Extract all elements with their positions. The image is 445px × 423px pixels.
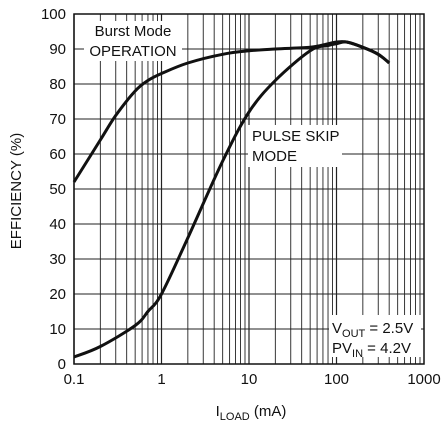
x-tick-labels: 0.1 1 10 100 1000 — [64, 371, 441, 388]
pulse-skip-label-line1: PULSE SKIP — [252, 128, 340, 145]
vout-condition: VOUT = 2.5V — [332, 320, 413, 340]
x-tick-label: 1000 — [407, 371, 440, 388]
y-axis-label: EFFICIENCY (%) — [8, 133, 25, 249]
conditions-box: VOUT = 2.5V PVIN = 4.2V — [329, 315, 421, 360]
y-tick-label: 20 — [49, 286, 66, 303]
y-tick-label: 60 — [49, 146, 66, 163]
curves — [72, 40, 391, 359]
plot-frame — [73, 13, 425, 365]
y-tick-label: 0 — [58, 356, 66, 373]
burst-mode-label-line1: Burst Mode — [95, 23, 172, 40]
grid — [73, 13, 424, 365]
y-tick-label: 70 — [49, 111, 66, 128]
burst-mode-label-line2: OPERATION — [89, 43, 176, 60]
y-tick-label: 80 — [49, 76, 66, 93]
y-tick-label: 100 — [41, 6, 66, 23]
x-axis-label: ILOAD (mA) — [216, 403, 287, 423]
x-tick-label: 10 — [241, 371, 258, 388]
pvin-condition: PVIN = 4.2V — [332, 340, 411, 360]
x-tick-label: 1 — [157, 371, 165, 388]
pulse-skip-label-line2: MODE — [252, 148, 297, 165]
burst-mode-annotation: Burst Mode OPERATION — [84, 21, 182, 61]
y-tick-label: 40 — [49, 216, 66, 233]
y-tick-label: 50 — [49, 181, 66, 198]
pulse-skip-curve — [73, 40, 391, 359]
x-tick-label: 100 — [324, 371, 349, 388]
y-tick-label: 10 — [49, 321, 66, 338]
pulse-skip-annotation: PULSE SKIP MODE — [248, 125, 342, 167]
x-tick-label: 0.1 — [64, 371, 85, 388]
y-tick-labels: 0 10 20 30 40 50 60 70 80 90 100 — [41, 6, 66, 373]
y-tick-label: 90 — [49, 41, 66, 58]
y-tick-label: 30 — [49, 251, 66, 268]
